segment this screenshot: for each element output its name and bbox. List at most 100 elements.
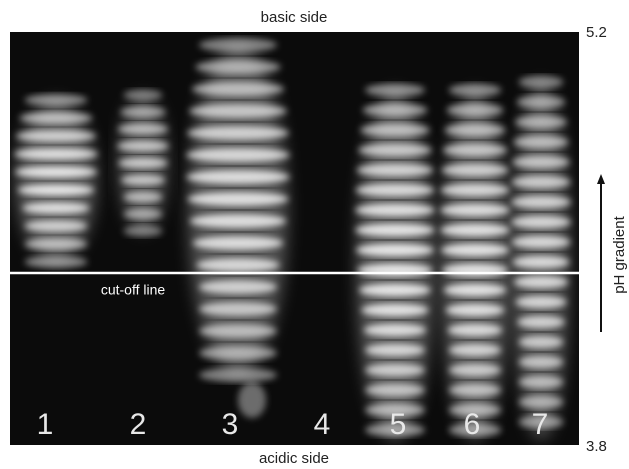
band (514, 115, 568, 129)
band (447, 323, 503, 337)
band (448, 383, 502, 397)
band (19, 112, 93, 124)
band (123, 208, 163, 220)
band (441, 163, 509, 177)
band (440, 183, 510, 197)
band (365, 423, 425, 437)
bottom-label: acidic side (259, 450, 329, 467)
lane-number: 4 (314, 408, 331, 441)
band (199, 301, 277, 317)
band (360, 123, 430, 137)
band (515, 295, 567, 309)
lane-number: 2 (130, 408, 147, 441)
scale-top: 5.2 (586, 24, 607, 41)
band (24, 238, 88, 250)
lane-glow (16, 100, 96, 262)
band (448, 403, 502, 417)
band (518, 375, 564, 389)
band (365, 83, 425, 97)
lane-number: 3 (222, 408, 239, 441)
band (511, 175, 571, 189)
scale-bottom: 3.8 (586, 438, 607, 455)
band (123, 89, 163, 101)
band (362, 103, 428, 117)
band (186, 147, 290, 163)
lane-labels: 1 2 3 4 5 6 7 (37, 408, 549, 441)
band (442, 143, 508, 157)
band (513, 275, 569, 289)
band (511, 215, 571, 229)
band (199, 345, 277, 361)
lane (511, 75, 571, 440)
lane-number: 5 (390, 408, 407, 441)
band (199, 37, 277, 53)
band (238, 382, 266, 418)
band (24, 256, 88, 268)
band (363, 323, 427, 337)
band (22, 202, 90, 214)
band (516, 95, 566, 109)
band (440, 243, 510, 257)
top-label: basic side (261, 9, 328, 26)
band (356, 163, 434, 177)
band (365, 343, 425, 357)
band (518, 75, 564, 89)
lane (440, 83, 510, 440)
band (359, 283, 431, 297)
band (192, 235, 284, 251)
band (357, 263, 433, 277)
lane (186, 37, 290, 383)
band (14, 166, 98, 178)
band (191, 81, 285, 97)
band (24, 220, 88, 232)
cut-off-label: cut-off line (101, 282, 166, 298)
band (17, 184, 95, 196)
band (355, 243, 435, 257)
band (14, 148, 98, 160)
band (355, 203, 435, 217)
band (445, 303, 505, 317)
band (355, 183, 435, 197)
band (120, 174, 166, 186)
gel-bands (14, 37, 571, 440)
gradient-label: pH gradient (611, 215, 628, 293)
band (448, 423, 502, 437)
lane (14, 94, 98, 268)
band (511, 235, 571, 249)
band (24, 94, 88, 106)
band (355, 223, 435, 237)
gradient-arrowhead (597, 174, 605, 184)
band (123, 225, 163, 237)
band (440, 223, 510, 237)
band (518, 415, 564, 429)
band (513, 135, 569, 149)
band (189, 213, 287, 229)
band (187, 191, 289, 207)
band (443, 283, 507, 297)
band (518, 355, 564, 369)
band (199, 367, 277, 383)
band (365, 403, 425, 417)
band (186, 169, 290, 185)
band (448, 363, 502, 377)
band (123, 191, 163, 203)
band (187, 125, 289, 141)
band (188, 103, 288, 119)
band (446, 103, 504, 117)
band (512, 255, 570, 269)
band (440, 203, 510, 217)
band (361, 303, 429, 317)
band (517, 315, 565, 329)
band (518, 335, 564, 349)
band (117, 123, 169, 135)
band (365, 383, 425, 397)
band (196, 257, 280, 273)
lane-number: 6 (464, 408, 481, 441)
band (120, 106, 166, 118)
band (365, 363, 425, 377)
band (117, 140, 169, 152)
band (442, 263, 508, 277)
lane (117, 89, 169, 237)
band (511, 195, 571, 209)
